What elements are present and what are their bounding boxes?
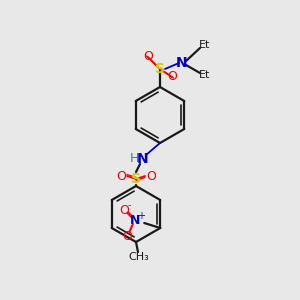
- Text: O: O: [119, 205, 129, 218]
- Text: +: +: [137, 211, 145, 221]
- Text: N: N: [137, 152, 149, 166]
- Text: H: H: [129, 152, 139, 166]
- Text: O: O: [143, 50, 153, 64]
- Text: O: O: [167, 70, 177, 83]
- Text: -: -: [128, 200, 131, 210]
- Text: S: S: [131, 172, 141, 186]
- Text: O: O: [116, 169, 126, 182]
- Text: Et: Et: [199, 40, 211, 50]
- Text: O: O: [122, 230, 132, 244]
- Text: CH₃: CH₃: [129, 252, 149, 262]
- Text: O: O: [146, 169, 156, 182]
- Text: S: S: [155, 62, 165, 76]
- Text: Et: Et: [199, 70, 211, 80]
- Text: N: N: [176, 56, 188, 70]
- Text: N: N: [130, 214, 140, 227]
